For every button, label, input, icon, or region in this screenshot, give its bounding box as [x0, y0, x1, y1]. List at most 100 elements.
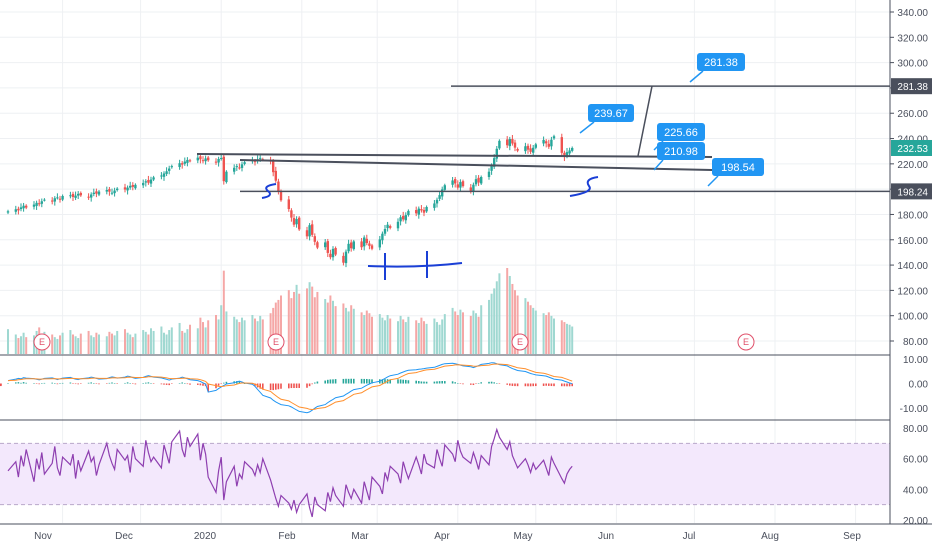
candle-body — [480, 177, 483, 184]
volume-bar — [425, 323, 428, 354]
macd-histogram-bar — [254, 383, 256, 386]
macd-histogram-bar — [288, 383, 290, 389]
rsi-axis-tick-label: 60.00 — [903, 455, 928, 466]
candle-body — [74, 195, 77, 198]
volume-bar — [441, 319, 444, 354]
volume-bar — [563, 322, 566, 354]
price-callout-box[interactable] — [657, 142, 705, 160]
macd-histogram-bar — [111, 382, 113, 384]
candle-body — [53, 198, 56, 202]
volume-bar — [404, 322, 407, 354]
candle-body — [162, 173, 166, 177]
volume-bar — [53, 337, 56, 354]
rsi-axis-tick-label: 20.00 — [903, 516, 928, 527]
candle-body — [58, 198, 62, 200]
volume-bar — [545, 314, 548, 354]
price-callout-box[interactable] — [697, 53, 745, 71]
volume-bar — [566, 323, 568, 354]
volume-bar — [105, 336, 108, 354]
macd-histogram-bar — [571, 383, 573, 387]
candle-body — [108, 189, 111, 192]
macd-histogram-bar — [516, 383, 519, 387]
volume-bar — [527, 301, 529, 354]
volume-bar — [571, 326, 574, 354]
volume-bar — [287, 290, 290, 354]
price-callout-box[interactable] — [588, 104, 634, 122]
candle-body — [22, 205, 25, 209]
macd-histogram-bar — [360, 378, 363, 384]
earnings-event-marker[interactable] — [511, 333, 529, 351]
price-axis-tick-label: 140.00 — [897, 261, 928, 272]
macd-histogram-bar — [33, 383, 35, 384]
volume-bar — [74, 336, 77, 354]
price-callout-box[interactable] — [712, 158, 764, 176]
earnings-event-marker[interactable] — [33, 333, 51, 351]
volume-bar — [235, 319, 238, 354]
price-axis-tick-label: 300.00 — [897, 59, 928, 70]
volume-bar — [352, 308, 355, 354]
time-axis-label: Dec — [115, 531, 133, 542]
macd-histogram-bar — [51, 382, 53, 384]
macd-histogram-bar — [168, 383, 170, 386]
macd-histogram-bar — [199, 383, 202, 386]
macd-histogram-bar — [496, 383, 498, 384]
macd-histogram-bar — [561, 383, 563, 387]
price-callout-box[interactable] — [657, 123, 705, 141]
volume-bar — [147, 334, 150, 354]
macd-histogram-bar — [7, 383, 9, 384]
candle-body — [225, 171, 228, 183]
macd-histogram-bar — [425, 381, 428, 384]
macd-histogram-bar — [350, 378, 352, 384]
candle-body — [277, 181, 280, 192]
candle-body — [116, 188, 119, 191]
macd-histogram-bar — [532, 383, 534, 387]
volume-bar — [225, 311, 228, 354]
volume-bar — [189, 324, 191, 354]
resistance-trendline — [196, 153, 713, 158]
macd-histogram-bar — [389, 379, 391, 384]
macd-histogram-bar — [59, 383, 61, 384]
candle-body — [352, 241, 355, 250]
volume-bar — [272, 307, 275, 354]
macd-histogram-bar — [217, 383, 220, 386]
volume-bar — [126, 332, 129, 354]
callout-pointer — [653, 159, 664, 171]
candle-body — [292, 218, 296, 225]
earnings-event-marker[interactable] — [267, 333, 285, 351]
candle-body — [144, 181, 147, 183]
volume-bar — [215, 314, 217, 354]
macd-histogram-bar — [371, 379, 373, 384]
macd-histogram-bar — [433, 381, 436, 384]
macd-signal-line — [7, 363, 573, 411]
volume-bar — [124, 329, 126, 354]
candle-body — [378, 239, 381, 248]
candle-body — [92, 192, 95, 195]
volume-bar — [508, 275, 511, 354]
volume-bar — [22, 332, 25, 354]
volume-bar — [241, 317, 243, 354]
macd-histogram-bar — [506, 383, 508, 385]
macd-histogram-bar — [342, 378, 345, 384]
volume-bar — [111, 333, 113, 354]
macd-histogram-bar — [480, 382, 482, 384]
volume-bar — [277, 299, 280, 354]
macd-histogram-bar — [134, 383, 137, 385]
volume-bar — [311, 286, 314, 354]
volume-bar — [345, 307, 347, 354]
volume-bar — [386, 314, 389, 354]
macd-histogram-bar — [462, 383, 464, 385]
earnings-event-marker[interactable] — [737, 333, 755, 351]
macd-histogram-bar — [275, 383, 277, 390]
macd-histogram-bar — [90, 382, 92, 384]
macd-histogram-bar — [108, 382, 111, 384]
macd-histogram-bar — [529, 383, 532, 387]
macd-histogram-bar — [56, 383, 59, 385]
volume-bar — [98, 334, 100, 354]
macd-histogram-bar — [113, 383, 116, 384]
macd-histogram-bar — [98, 383, 100, 385]
candle-body — [417, 208, 420, 215]
macd-histogram-bar — [152, 383, 155, 384]
volume-bar — [256, 321, 259, 354]
volume-bar — [129, 334, 132, 354]
